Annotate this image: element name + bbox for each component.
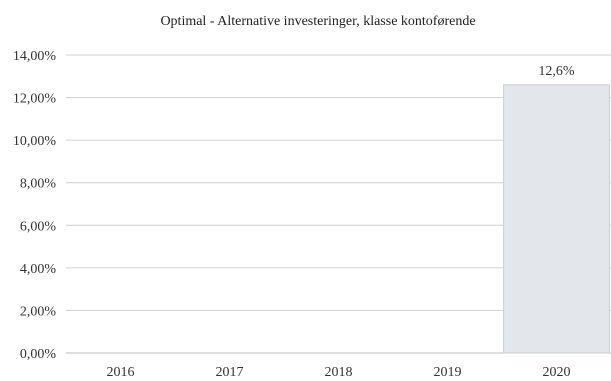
x-tick-label-2018: 2018 [325, 365, 353, 380]
data-labels: 12,6% [538, 64, 575, 79]
y-tick-label: 10,00% [13, 134, 57, 149]
y-axis-tick-labels: 0,00% 2,00% 4,00% 6,00% 8,00% 10,00% 12,00% 14,… [13, 49, 57, 362]
y-tick-label: 4,00% [20, 262, 57, 277]
gridlines [66, 54, 611, 354]
y-tick-label: 6,00% [20, 219, 57, 234]
x-tick-label-2016: 2016 [107, 365, 135, 380]
bar-2020 [503, 84, 610, 354]
x-tick-label-2019: 2019 [434, 365, 462, 380]
y-tick-label: 14,00% [13, 49, 57, 64]
bars [503, 84, 610, 354]
data-label-2020: 12,6% [538, 64, 575, 79]
y-tick-label: 8,00% [20, 177, 57, 192]
y-tick-label: 12,00% [13, 92, 57, 107]
x-axis-tick-labels: 2016 2017 2018 2019 2020 [107, 365, 571, 380]
x-tick-label-2017: 2017 [216, 365, 244, 380]
y-tick-label: 2,00% [20, 304, 57, 319]
chart-title: Optimal - Alternative investeringer, kla… [160, 14, 475, 29]
x-tick-label-2020: 2020 [543, 365, 571, 380]
y-tick-label: 0,00% [20, 347, 57, 362]
